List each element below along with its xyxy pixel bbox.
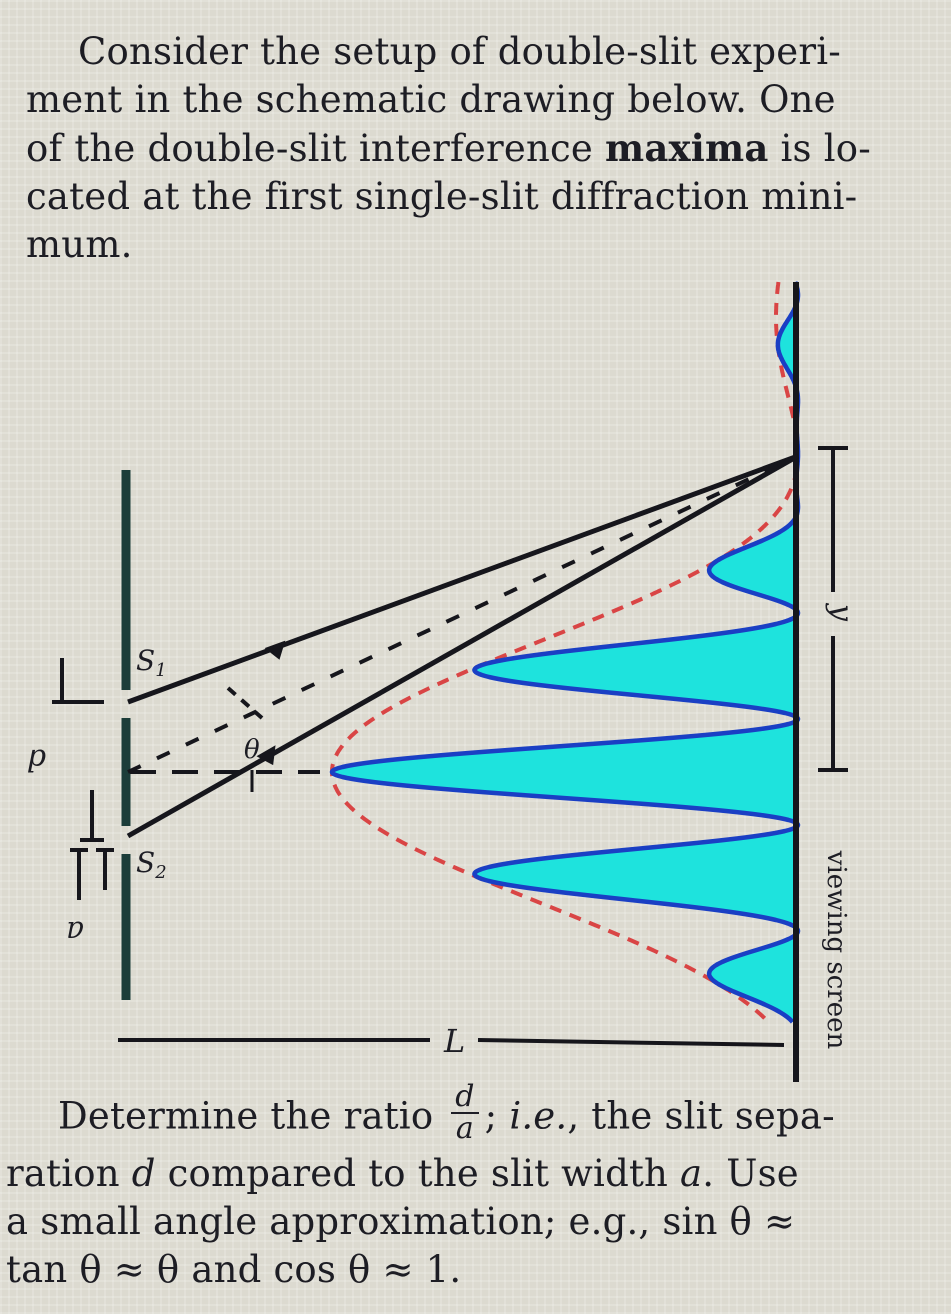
slit-s1-label: S1: [136, 644, 167, 681]
intro-line-1: Consider the setup of double-slit experi…: [78, 30, 841, 73]
var-a: a: [680, 1152, 703, 1195]
ray-s1-arrow: [264, 640, 286, 660]
y-label: y: [824, 602, 859, 622]
ray-center-dashed: [127, 454, 799, 774]
outro-line-2-a: ration: [6, 1152, 132, 1195]
outro-line-2-e: . Use: [702, 1152, 799, 1195]
d-label: d: [27, 742, 46, 777]
intro-line-2: ment in the schematic drawing below. One: [26, 78, 836, 121]
s2-letter: S: [136, 846, 155, 879]
L-label: L: [443, 1022, 465, 1060]
ray-s2-arrow: [256, 745, 276, 766]
intro-line-3: of the double-slit interference maxima i…: [26, 124, 886, 173]
outro-line-3: a small angle approximation; e.g., sin θ…: [6, 1200, 796, 1243]
outro-semicolon: ;: [484, 1094, 510, 1138]
s2-subscript: 2: [154, 862, 166, 883]
ie-abbrev: i.e.: [509, 1094, 568, 1138]
outro-line-1-start: Determine the ratio: [58, 1094, 446, 1138]
path-difference-marker: [226, 686, 264, 720]
viewing-screen-label: viewing screen: [821, 850, 851, 1050]
ray-from-s1: [127, 453, 799, 705]
maxima-term: maxima: [604, 126, 769, 170]
outro-line-1: Determine the ratio d a; i.e., the slit s…: [6, 1082, 906, 1150]
s1-subscript: 1: [155, 660, 166, 681]
slit-s2-label: S2: [136, 846, 167, 883]
question-paragraph: Determine the ratio d a; i.e., the slit s…: [6, 1082, 906, 1294]
intro-line-5: mum.: [26, 223, 133, 266]
intro-paragraph: Consider the setup of double-slit experi…: [26, 28, 886, 269]
s1-letter: S: [136, 644, 155, 677]
L-dimension-right: [477, 1038, 785, 1047]
intro-line-4: cated at the first single-slit diffracti…: [26, 175, 858, 218]
ratio-denominator: a: [455, 1111, 475, 1146]
intro-line-3-start: of the double-slit interference: [26, 127, 605, 170]
outro-line-2: ration d compared to the slit width a. U…: [6, 1150, 906, 1198]
double-slit-diagram: viewing screen S1 S2 d a θ L y: [27, 280, 859, 1082]
theta-label: θ: [244, 735, 260, 765]
outro-line-4: tan θ ≈ θ and cos θ ≈ 1.: [6, 1248, 462, 1291]
var-d: d: [131, 1152, 156, 1195]
a-label: a: [66, 914, 84, 949]
ratio-numerator: d: [451, 1082, 479, 1114]
outro-line-1-end: , the slit sepa-: [567, 1094, 835, 1138]
outro-line-2-c: compared to the slit width: [155, 1152, 681, 1195]
intro-line-3-end: is lo-: [768, 127, 871, 170]
ray-from-s2: [126, 453, 800, 839]
